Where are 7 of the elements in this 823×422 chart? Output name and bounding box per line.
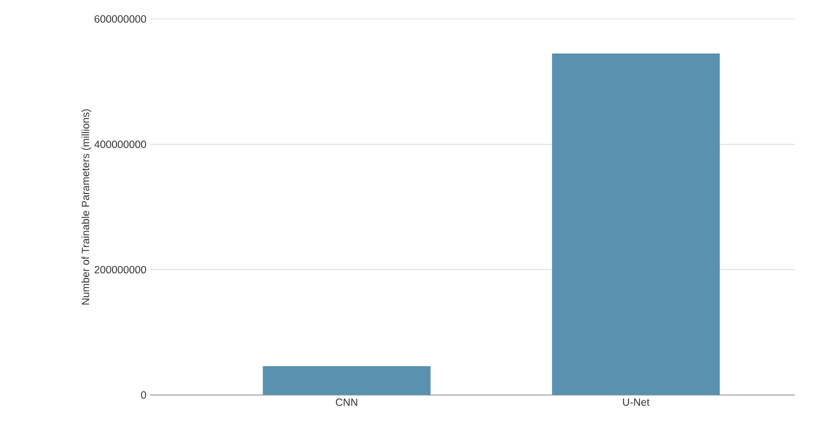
y-tick-label: 600000000 [94, 15, 146, 23]
y-axis-title: Number of Trainable Parameters (millions) [82, 109, 92, 304]
x-tick-label: U-Net [623, 398, 650, 406]
x-tick-label: CNN [336, 398, 358, 406]
y-tick-label: 200000000 [94, 266, 146, 274]
y-tick-label: 400000000 [94, 140, 146, 148]
y-tick-label: 0 [141, 391, 146, 399]
